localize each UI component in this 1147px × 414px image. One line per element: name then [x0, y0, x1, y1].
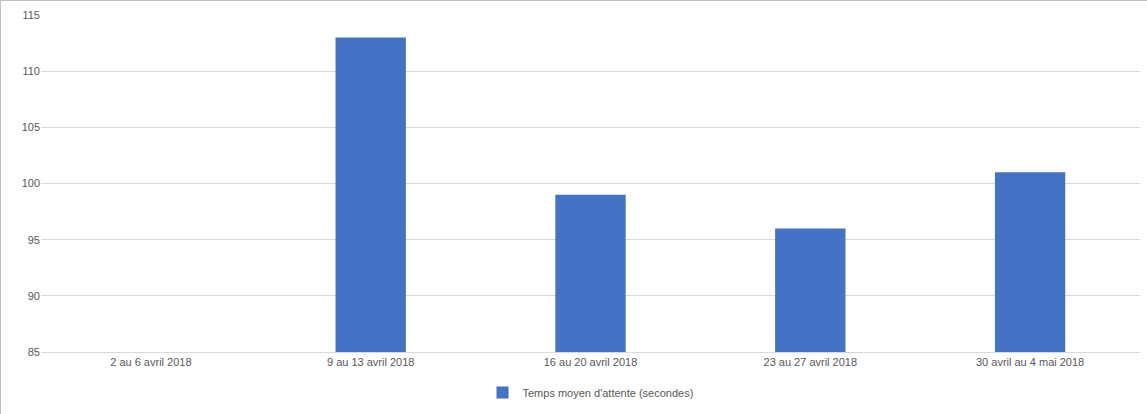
svg-text:110: 110	[22, 65, 40, 77]
svg-text:Temps moyen d'attente (seconde: Temps moyen d'attente (secondes)	[523, 387, 694, 399]
svg-text:85: 85	[28, 346, 40, 358]
svg-text:95: 95	[28, 234, 40, 246]
svg-text:16 au 20 avril 2018: 16 au 20 avril 2018	[544, 356, 638, 368]
svg-text:9 au 13 avril 2018: 9 au 13 avril 2018	[327, 356, 414, 368]
svg-text:115: 115	[22, 9, 40, 21]
svg-text:105: 105	[22, 121, 40, 133]
svg-text:30 avril au 4 mai 2018: 30 avril au 4 mai 2018	[976, 356, 1084, 368]
svg-text:2 au 6 avril 2018: 2 au 6 avril 2018	[110, 356, 191, 368]
svg-text:100: 100	[22, 177, 40, 189]
svg-text:23 au 27 avril 2018: 23 au 27 avril 2018	[764, 356, 858, 368]
svg-text:90: 90	[28, 290, 40, 302]
